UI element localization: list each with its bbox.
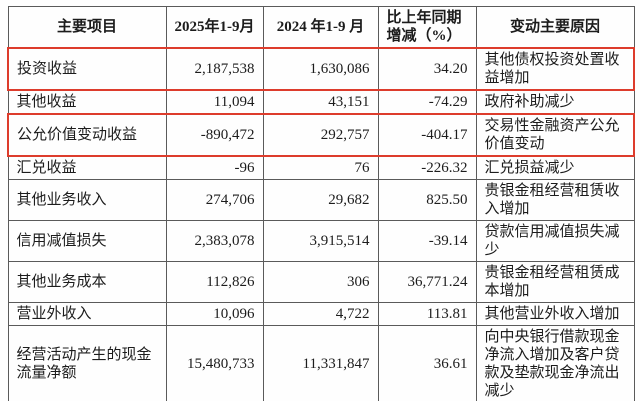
cell-value-2024: 29,682 bbox=[262, 179, 379, 221]
cell-value-2025: 2,383,078 bbox=[165, 220, 264, 262]
cell-reason: 贵银金租经营租赁收入增加 bbox=[475, 179, 635, 221]
cell-item: 其他业务收入 bbox=[7, 179, 167, 221]
cell-item: 经营活动产生的现金流量净额 bbox=[7, 325, 167, 401]
cell-value-2024: 11,331,847 bbox=[262, 325, 379, 401]
cell-change-pct: 825.50 bbox=[377, 179, 477, 221]
cell-change-pct: 36,771.24 bbox=[377, 261, 477, 303]
cell-item: 公允价值变动收益 bbox=[7, 113, 167, 157]
cell-reason: 贷款信用减值损失减少 bbox=[475, 220, 635, 262]
col-header-2025: 2025年1-9月 bbox=[165, 6, 264, 49]
cell-change-pct: 113.81 bbox=[377, 302, 477, 326]
col-header-main-item: 主要项目 bbox=[7, 6, 167, 49]
cell-change-pct: -74.29 bbox=[377, 89, 477, 115]
cell-change-pct: 34.20 bbox=[377, 47, 477, 91]
cell-value-2025: 2,187,538 bbox=[165, 47, 264, 91]
cell-value-2025: 112,826 bbox=[165, 261, 264, 303]
cell-value-2025: 10,096 bbox=[165, 302, 264, 326]
cell-value-2024: 1,630,086 bbox=[262, 47, 379, 91]
col-header-2024: 2024 年1-9 月 bbox=[262, 6, 379, 49]
table-row-highlighted: 公允价值变动收益 -890,472 292,757 -404.17 交易性金融资产公允价… bbox=[7, 113, 635, 157]
header-row: 主要项目 2025年1-9月 2024 年1-9 月 比上年同期增减（%） 变动… bbox=[7, 6, 635, 49]
cell-value-2024: 292,757 bbox=[262, 113, 379, 157]
cell-reason: 汇兑损益减少 bbox=[475, 155, 635, 180]
cell-item: 营业外收入 bbox=[7, 302, 167, 326]
cell-value-2024: 43,151 bbox=[262, 89, 379, 115]
cell-change-pct: -39.14 bbox=[377, 220, 477, 262]
table-row: 其他业务成本 112,826 306 36,771.24 贵银金租经营租赁成本增加 bbox=[7, 261, 635, 303]
cell-value-2025: 11,094 bbox=[165, 89, 264, 115]
cell-reason: 贵银金租经营租赁成本增加 bbox=[475, 261, 635, 303]
cell-value-2025: 274,706 bbox=[165, 179, 264, 221]
cell-change-pct: 36.61 bbox=[377, 325, 477, 401]
cell-reason: 交易性金融资产公允价值变动 bbox=[475, 113, 635, 157]
cell-item: 信用减值损失 bbox=[7, 220, 167, 262]
table-header: 主要项目 2025年1-9月 2024 年1-9 月 比上年同期增减（%） 变动… bbox=[7, 6, 635, 49]
table-row: 其他业务收入 274,706 29,682 825.50 贵银金租经营租赁收入增加 bbox=[7, 179, 635, 221]
cell-reason: 向中央银行借款现金净流入增加及客户贷款及垫款现金净流出减少 bbox=[475, 325, 635, 401]
cell-reason: 其他营业外收入增加 bbox=[475, 302, 635, 326]
table-row: 信用减值损失 2,383,078 3,915,514 -39.14 贷款信用减值损失减少 bbox=[7, 220, 635, 262]
cell-reason: 其他债权投资处置收益增加 bbox=[475, 47, 635, 91]
cell-reason: 政府补助减少 bbox=[475, 89, 635, 115]
cell-value-2024: 306 bbox=[262, 261, 379, 303]
cell-item: 其他收益 bbox=[7, 89, 167, 115]
table-row: 其他收益 11,094 43,151 -74.29 政府补助减少 bbox=[7, 89, 635, 115]
cell-value-2024: 76 bbox=[262, 155, 379, 180]
financial-comparison-table: 主要项目 2025年1-9月 2024 年1-9 月 比上年同期增减（%） 变动… bbox=[7, 6, 635, 401]
table-body: 投资收益 2,187,538 1,630,086 34.20 其他债权投资处置收益增加其… bbox=[7, 47, 635, 401]
table-row: 汇兑收益 -96 76 -226.32 汇兑损益减少 bbox=[7, 155, 635, 180]
col-header-change-pct: 比上年同期增减（%） bbox=[377, 6, 477, 49]
cell-value-2024: 3,915,514 bbox=[262, 220, 379, 262]
table-row-highlighted: 投资收益 2,187,538 1,630,086 34.20 其他债权投资处置收益增加 bbox=[7, 47, 635, 91]
table-row: 经营活动产生的现金流量净额 15,480,733 11,331,847 36.61 向中… bbox=[7, 325, 635, 401]
cell-value-2024: 4,722 bbox=[262, 302, 379, 326]
col-header-reason: 变动主要原因 bbox=[475, 6, 635, 49]
cell-change-pct: -404.17 bbox=[377, 113, 477, 157]
table-row: 营业外收入 10,096 4,722 113.81 其他营业外收入增加 bbox=[7, 302, 635, 326]
cell-value-2025: 15,480,733 bbox=[165, 325, 264, 401]
cell-item: 其他业务成本 bbox=[7, 261, 167, 303]
cell-item: 汇兑收益 bbox=[7, 155, 167, 180]
cell-value-2025: -96 bbox=[165, 155, 264, 180]
cell-value-2025: -890,472 bbox=[165, 113, 264, 157]
cell-item: 投资收益 bbox=[7, 47, 167, 91]
cell-change-pct: -226.32 bbox=[377, 155, 477, 180]
